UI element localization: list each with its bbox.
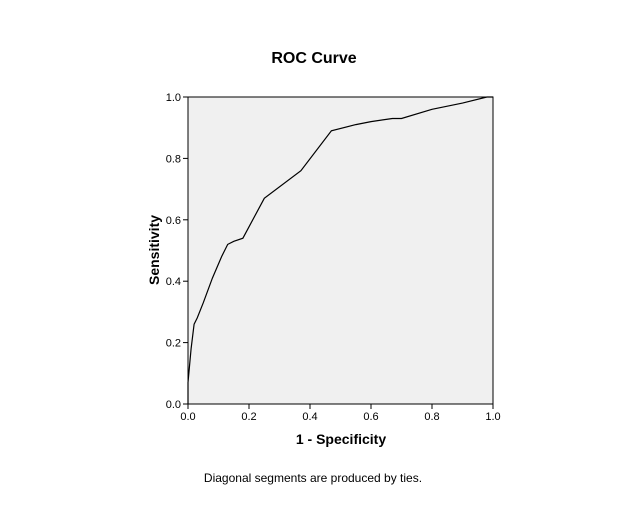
x-tick-label: 1.0	[485, 411, 500, 423]
plot-area	[187, 96, 494, 405]
y-axis-label: Sensitivity	[146, 215, 162, 285]
y-tick-label: 0.6	[166, 215, 181, 227]
y-tick-label: 0.2	[166, 338, 181, 350]
chart-footnote: Diagonal segments are produced by ties.	[204, 471, 422, 485]
roc-curve-line	[187, 96, 493, 404]
x-tick-label: 0.0	[180, 411, 195, 423]
x-tick-label: 0.4	[302, 411, 317, 423]
y-tick-label: 1.0	[166, 92, 181, 104]
x-tick-label: 0.6	[363, 411, 378, 423]
x-tick-label: 0.8	[424, 411, 439, 423]
x-axis-ticks: 0.0 0.2 0.4 0.6 0.8 1.0	[180, 404, 501, 423]
x-tick-label: 0.2	[241, 411, 256, 423]
y-tick-label: 0.0	[166, 399, 181, 411]
y-tick-label: 0.4	[166, 276, 181, 288]
x-axis-label: 1 - Specificity	[296, 431, 386, 447]
y-tick-label: 0.8	[166, 153, 181, 165]
y-axis-ticks: 0.0 0.2 0.4 0.6 0.8 1.0	[166, 92, 188, 411]
chart-title: ROC Curve	[271, 50, 356, 67]
